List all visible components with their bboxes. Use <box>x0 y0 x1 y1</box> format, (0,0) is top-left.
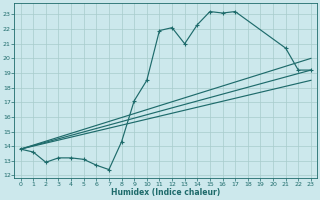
X-axis label: Humidex (Indice chaleur): Humidex (Indice chaleur) <box>111 188 220 197</box>
